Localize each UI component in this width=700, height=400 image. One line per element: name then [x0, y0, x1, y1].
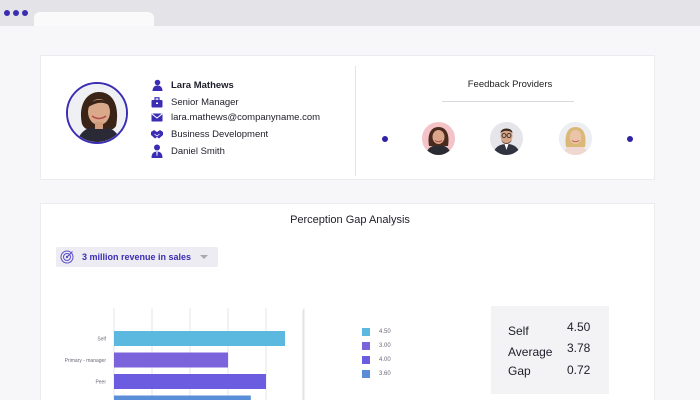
legend-swatch — [362, 342, 370, 350]
profile-photo-icon — [68, 84, 126, 142]
envelope-icon — [151, 111, 163, 123]
stat-self-label: Self — [508, 324, 529, 338]
chart-category-label: Primary - manager — [65, 358, 107, 364]
profile-title-row: Senior Manager — [151, 95, 239, 109]
carousel-next-button[interactable] — [627, 136, 633, 142]
chart-bar[interactable] — [114, 352, 228, 368]
woman-blonde-avatar-icon — [559, 122, 592, 155]
chart-category-label: Self — [97, 337, 106, 343]
browser-tab-bar — [0, 0, 700, 28]
goal-dropdown[interactable]: 3 million revenue in sales — [56, 247, 218, 267]
handshake-icon — [151, 128, 163, 140]
chart-bar[interactable] — [114, 374, 266, 389]
dot-icon — [22, 10, 28, 16]
chart-bar[interactable] — [114, 395, 251, 400]
woman-dark-hair-avatar-icon — [422, 122, 455, 155]
profile-department: Business Development — [171, 128, 269, 140]
legend-item: 4.00 — [362, 355, 391, 365]
profile-name-row: Lara Mathews — [151, 78, 234, 92]
legend-item: 3.60 — [362, 369, 391, 379]
vertical-divider — [355, 66, 356, 176]
stat-gap-value: 0.72 — [567, 363, 591, 377]
feedback-provider-avatar[interactable] — [559, 122, 592, 155]
man-glasses-avatar-icon — [490, 122, 523, 155]
profile-manager: Daniel Smith — [171, 145, 225, 157]
chart-bar[interactable] — [114, 331, 285, 346]
legend-label: 3.00 — [379, 343, 391, 349]
stats-summary-box — [491, 306, 609, 394]
legend-swatch — [362, 370, 370, 378]
stat-self-value: 4.50 — [567, 320, 591, 334]
feedback-providers-title: Feedback Providers — [467, 79, 553, 90]
manager-icon — [151, 144, 163, 158]
profile-avatar — [66, 82, 128, 144]
profile-card — [40, 55, 655, 180]
chart-category-label: Peer — [95, 380, 106, 386]
feedback-providers-underline — [442, 101, 574, 102]
profile-department-row: Business Development — [151, 127, 268, 141]
feedback-provider-avatar[interactable] — [490, 122, 523, 155]
legend-label: 4.00 — [379, 357, 391, 363]
profile-email: lara.mathews@companyname.com — [171, 111, 321, 123]
feedback-provider-avatar[interactable] — [422, 122, 455, 155]
carousel-prev-button[interactable] — [382, 136, 388, 142]
browser-tab[interactable] — [34, 12, 154, 28]
chevron-down-icon — [200, 255, 208, 259]
legend-item: 3.00 — [362, 341, 391, 351]
legend-swatch — [362, 356, 370, 364]
stat-gap-label: Gap — [508, 364, 531, 378]
legend-item: 4.50 — [362, 327, 391, 337]
perception-gap-title: Perception Gap Analysis — [290, 214, 410, 226]
profile-name: Lara Mathews — [171, 79, 234, 91]
legend-swatch — [362, 328, 370, 336]
profile-manager-row: Daniel Smith — [151, 144, 225, 158]
goal-dropdown-label: 3 million revenue in sales — [82, 252, 192, 262]
dot-icon — [13, 10, 19, 16]
stat-average-label: Average — [508, 345, 553, 359]
bar-chart-svg: Self Primary - manager Peer — [65, 308, 305, 400]
profile-title: Senior Manager — [171, 96, 239, 108]
person-icon — [151, 79, 163, 91]
profile-email-row: lara.mathews@companyname.com — [151, 110, 320, 124]
target-icon — [60, 250, 74, 264]
stat-average-value: 3.78 — [567, 341, 591, 355]
window-menu-dots[interactable] — [4, 10, 28, 16]
dot-icon — [4, 10, 10, 16]
legend-label: 4.50 — [379, 329, 391, 335]
legend-label: 3.60 — [379, 371, 391, 377]
briefcase-icon — [151, 96, 163, 108]
perception-bar-chart: Self Primary - manager Peer — [40, 300, 310, 400]
